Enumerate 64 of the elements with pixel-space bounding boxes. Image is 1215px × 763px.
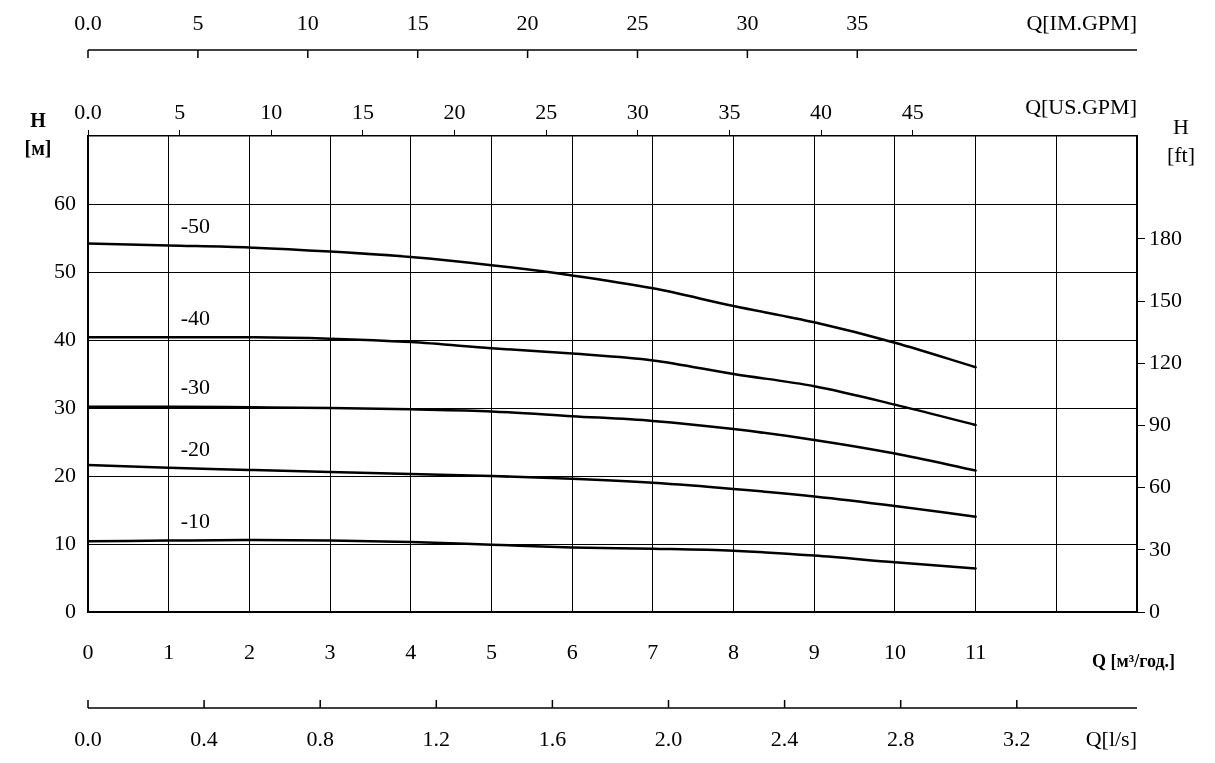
x2-tick-label: 5 bbox=[174, 98, 186, 124]
text: 0.0 bbox=[74, 725, 102, 751]
text: 2.8 bbox=[886, 725, 915, 751]
x2-tick-label: 25 bbox=[535, 98, 558, 124]
x-tick-label: 1 bbox=[163, 638, 175, 664]
text: 2.4 bbox=[770, 725, 799, 751]
x2-tick-label: 45 bbox=[901, 98, 924, 124]
y2-tick-label: 0 bbox=[1149, 597, 1160, 623]
series-label: -50 bbox=[180, 213, 211, 239]
y2-tick-label: 150 bbox=[1149, 286, 1182, 312]
series-label: -10 bbox=[180, 508, 211, 534]
y-tick-label: 10 bbox=[54, 529, 76, 555]
x-tick-label: 6 bbox=[566, 638, 578, 664]
x2-tick-label: 40 bbox=[810, 98, 833, 124]
x2-tick-label: 20 bbox=[443, 98, 466, 124]
x2-tick-label: 30 bbox=[626, 98, 649, 124]
y-tick-label: 30 bbox=[54, 393, 76, 419]
y-tick-label: 50 bbox=[54, 257, 76, 283]
series-label: -20 bbox=[180, 435, 211, 461]
x-tick-label: 4 bbox=[405, 638, 417, 664]
x2-tick-label: 35 bbox=[718, 98, 741, 124]
text: 35 bbox=[846, 9, 869, 35]
x-axis-title: Q [м³/год.] bbox=[1092, 650, 1175, 671]
text: 0.4 bbox=[190, 725, 218, 751]
x-tick-label: 2 bbox=[243, 638, 255, 664]
x-tick-label: 5 bbox=[485, 638, 497, 664]
text: 10 bbox=[296, 9, 319, 35]
x-tick-label: 7 bbox=[647, 638, 659, 664]
text: 5 bbox=[192, 9, 204, 35]
x-tick-label: 8 bbox=[728, 638, 740, 664]
x2-tick-label: 10 bbox=[260, 98, 283, 124]
y-axis-title: H [м] bbox=[24, 109, 52, 160]
series-label: -30 bbox=[180, 374, 211, 400]
x2-tick-label: 0.0 bbox=[74, 98, 102, 124]
y2-tick-label: 120 bbox=[1149, 349, 1182, 375]
text: 20 bbox=[516, 9, 539, 35]
y2-tick-label: 180 bbox=[1149, 224, 1182, 250]
text: 25 bbox=[626, 9, 649, 35]
y2-axis-title: H [ft] bbox=[1166, 113, 1196, 167]
y2-tick-label: 90 bbox=[1149, 411, 1171, 437]
x2-tick-label: 15 bbox=[351, 98, 374, 124]
y2-tick-label: 30 bbox=[1149, 535, 1171, 561]
text: Q[l/s] bbox=[1085, 725, 1137, 751]
x-tick-label: 10 bbox=[883, 638, 906, 664]
text: 0.0 bbox=[74, 9, 102, 35]
x2-axis-title: Q[US.GPM] bbox=[1025, 93, 1137, 119]
text: 15 bbox=[406, 9, 429, 35]
x-tick-label: 3 bbox=[324, 638, 336, 664]
series-label: -40 bbox=[180, 305, 211, 331]
text: 3.2 bbox=[1003, 725, 1031, 751]
x-tick-label: 9 bbox=[808, 638, 820, 664]
text: 0.8 bbox=[306, 725, 334, 751]
text: 30 bbox=[736, 9, 759, 35]
y-tick-label: 20 bbox=[54, 461, 76, 487]
y-tick-label: 0 bbox=[65, 597, 76, 623]
y-tick-label: 40 bbox=[54, 325, 76, 351]
text: 2.0 bbox=[654, 725, 683, 751]
x-tick-label: 11 bbox=[965, 638, 987, 664]
y-tick-label: 60 bbox=[54, 189, 76, 215]
text: 1.2 bbox=[422, 725, 451, 751]
text: Q[IM.GPM] bbox=[1026, 9, 1137, 35]
x-tick-label: 0 bbox=[82, 638, 94, 664]
text: 1.6 bbox=[538, 725, 567, 751]
y2-tick-label: 60 bbox=[1149, 473, 1171, 499]
